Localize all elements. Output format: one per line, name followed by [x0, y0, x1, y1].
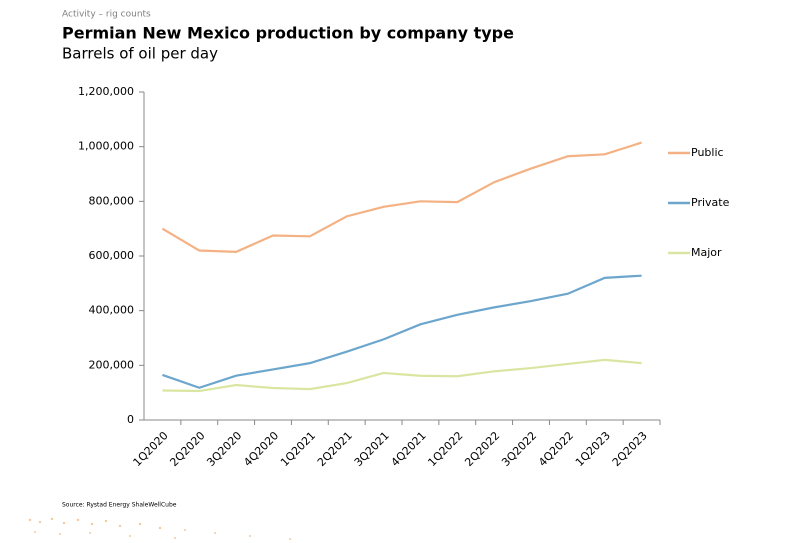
x-tick-label: 3Q2022: [499, 429, 539, 469]
x-tick-label: 3Q2020: [204, 429, 244, 469]
x-tick-label: 2Q2023: [610, 429, 650, 469]
legend-label: Private: [691, 196, 730, 209]
x-tick-label: 3Q2021: [352, 429, 392, 469]
x-tick-label: 2Q2021: [315, 429, 355, 469]
x-tick-label: 1Q2021: [278, 429, 318, 469]
x-tick-label: 2Q2020: [167, 429, 207, 469]
y-tick-label: 0: [127, 413, 134, 426]
series-line: [161, 141, 642, 254]
x-tick-label: 1Q2023: [573, 429, 613, 469]
supertitle: Activity – rig counts: [62, 10, 151, 20]
source: Source: Rystad Energy ShaleWellCube: [62, 502, 177, 509]
x-tick-label: 2Q2022: [462, 429, 502, 469]
decor-dots: [28, 517, 291, 540]
y-tick-label: 200,000: [89, 358, 135, 371]
x-tick-label: 1Q2022: [425, 429, 465, 469]
x-tick-label: 4Q2021: [389, 429, 429, 469]
y-tick-label: 1,000,000: [78, 140, 134, 153]
chart-subtitle: Barrels of oil per day: [62, 45, 218, 63]
y-tick-label: 1,200,000: [78, 85, 134, 98]
x-tick-label: 1Q2020: [131, 429, 171, 469]
series-line: [162, 274, 642, 389]
x-tick-label: 4Q2022: [536, 429, 576, 469]
legend-label: Major: [691, 246, 722, 259]
series-line: [162, 358, 642, 393]
y-tick-label: 600,000: [89, 249, 135, 262]
legend-label: Public: [691, 146, 724, 159]
x-tick-label: 4Q2020: [241, 429, 281, 469]
y-tick-label: 800,000: [89, 194, 135, 207]
chart-title: Permian New Mexico production by company…: [62, 24, 514, 43]
y-tick-label: 400,000: [89, 304, 135, 317]
